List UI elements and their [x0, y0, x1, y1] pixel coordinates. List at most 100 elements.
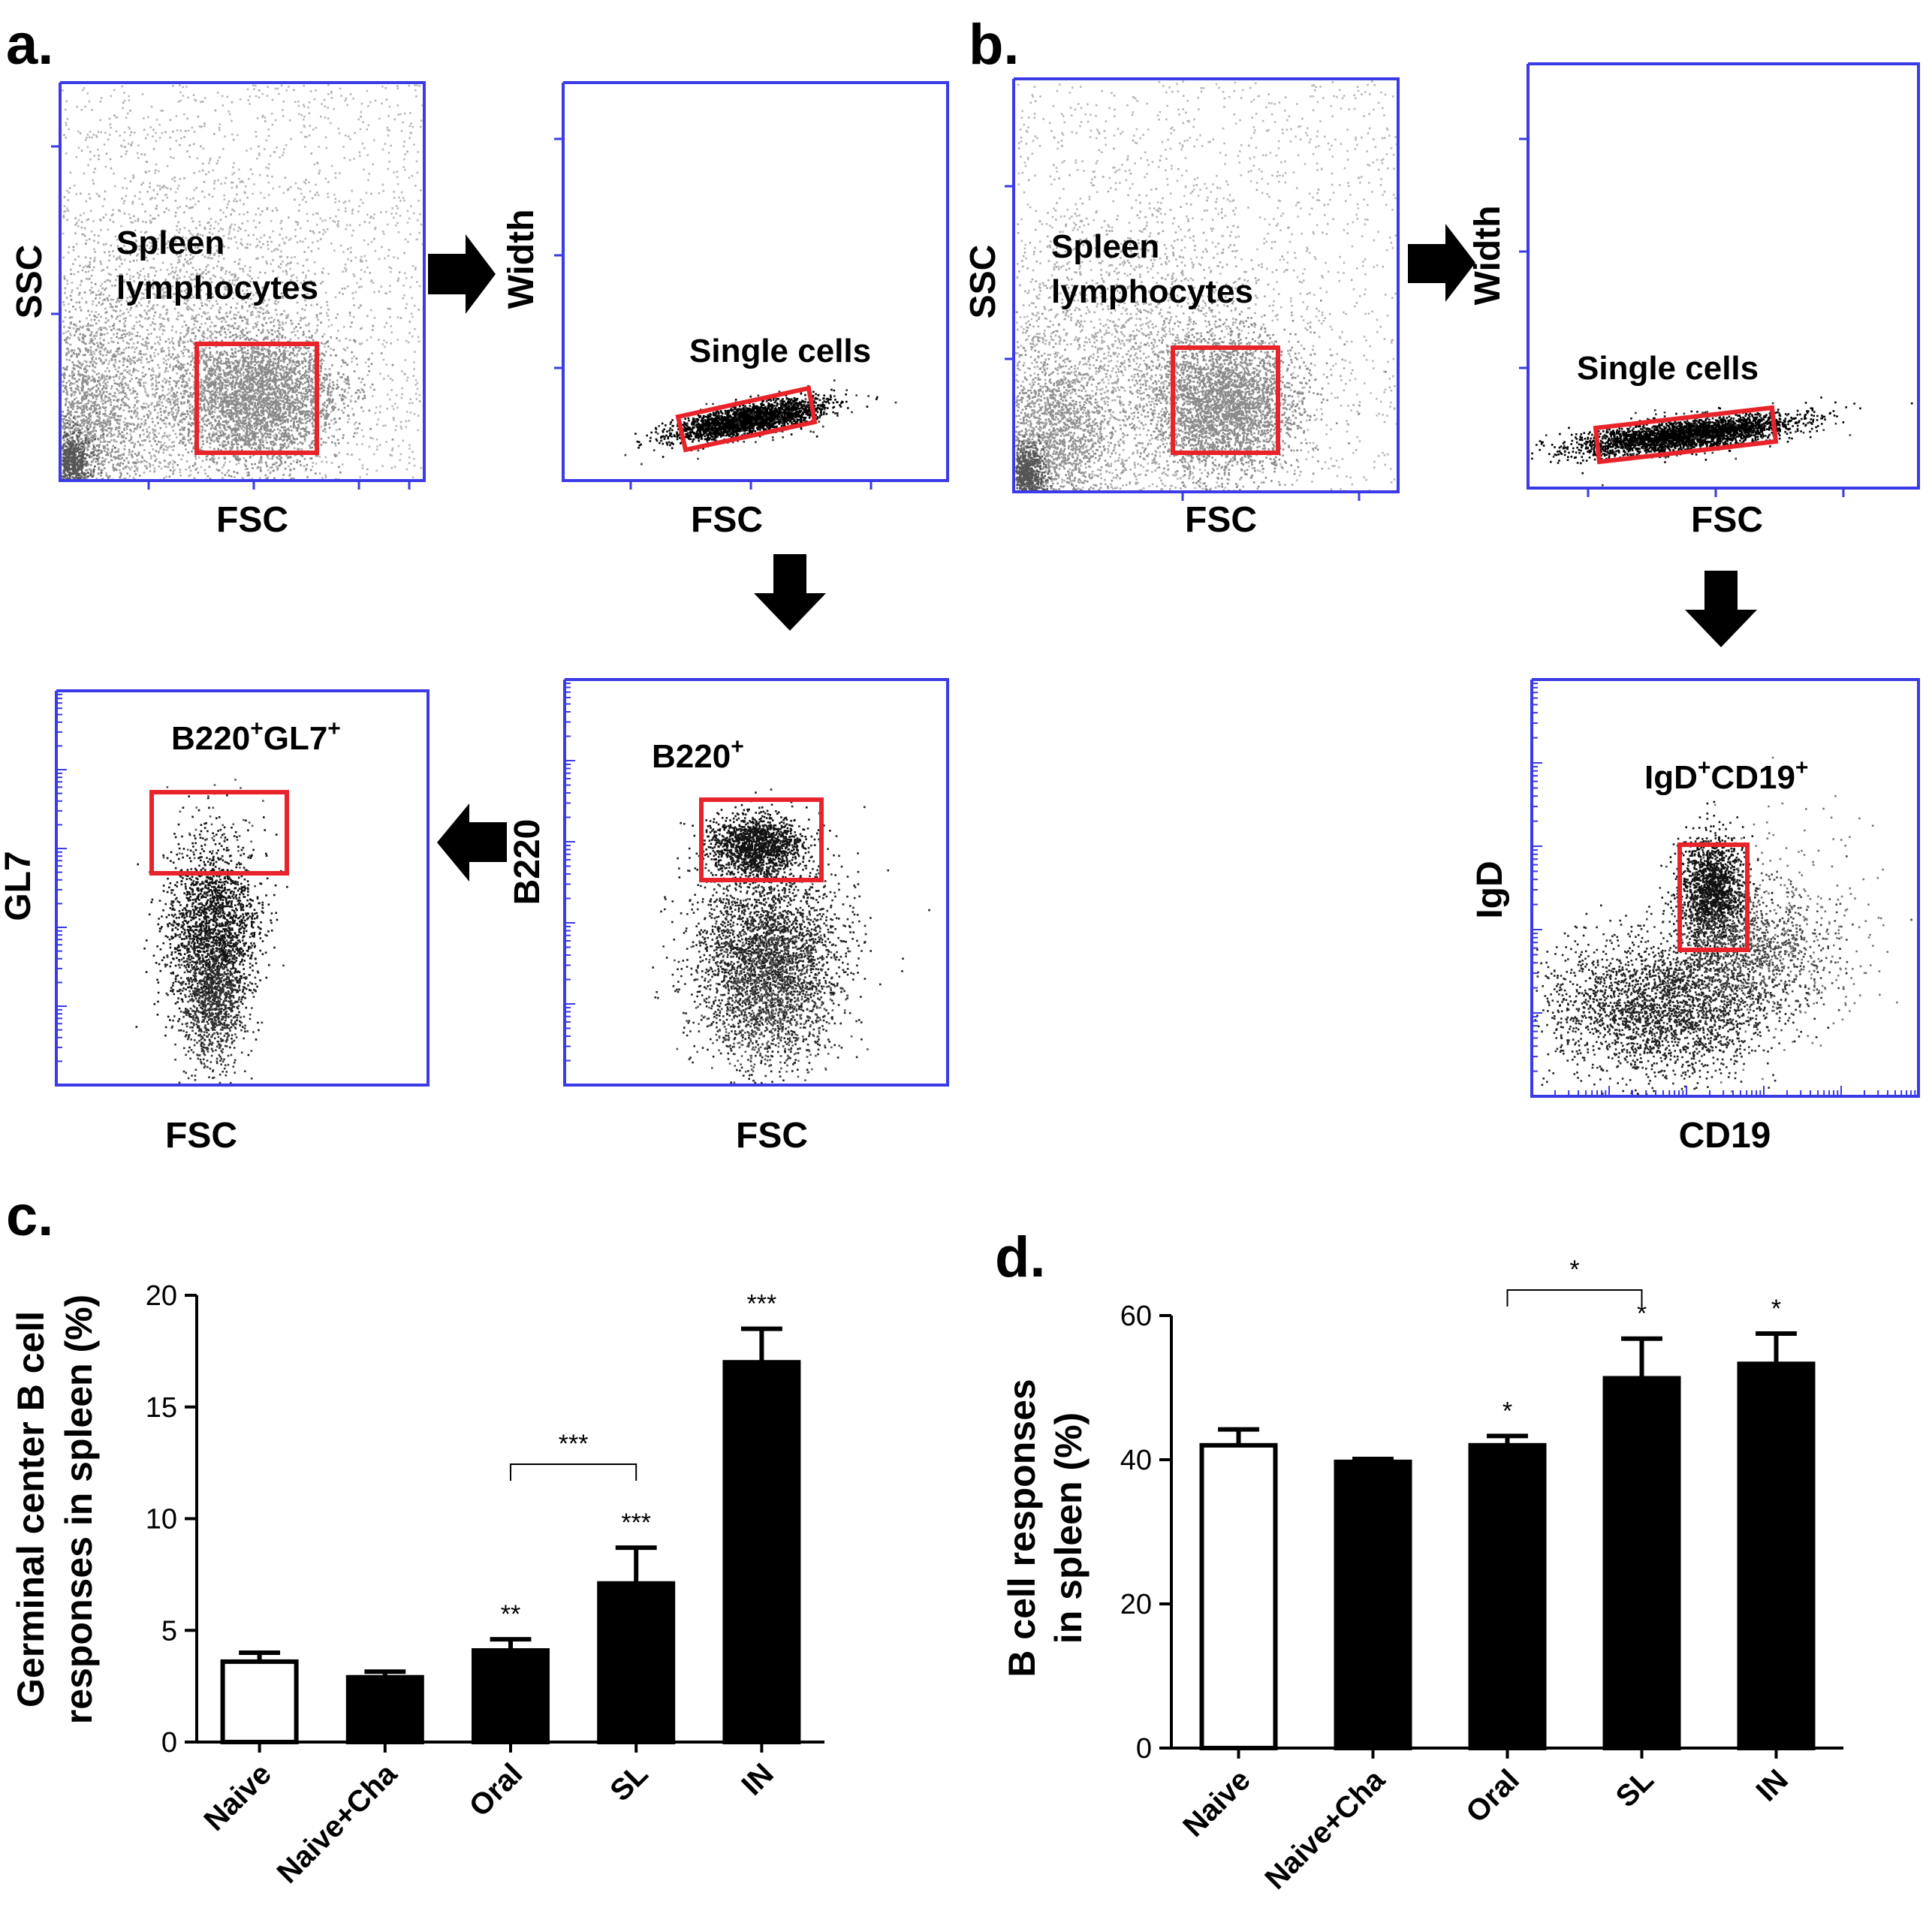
- bar: [722, 1360, 801, 1744]
- flow-plot-b3: IgD+CD19+ CD19 IgD: [1470, 678, 1920, 1156]
- flow-arrow-down: [754, 554, 826, 631]
- flow-arrow-right: [428, 234, 496, 314]
- gate-box: [675, 385, 818, 453]
- y-axis-label: GL7: [0, 851, 38, 921]
- flow-plot-a3: B220+ FSC B220: [508, 678, 949, 1156]
- category-label: Naive: [1177, 1763, 1257, 1843]
- category-label: Naive: [197, 1757, 278, 1837]
- scatter-dots: [135, 779, 288, 1084]
- gate-label: lymphocytes: [116, 270, 318, 306]
- panel-label-d: d.: [995, 1225, 1046, 1289]
- scatter-points: [116, 292, 394, 481]
- category-label: Oral: [1460, 1763, 1526, 1829]
- scatter-dots: [1015, 80, 1399, 493]
- x-axis-label: FSC: [216, 500, 288, 540]
- y-axis-label: IgD: [1470, 861, 1510, 918]
- gate-label: Single cells: [689, 333, 871, 369]
- y-tick-label: 0: [161, 1727, 177, 1759]
- plot-frame: [55, 689, 430, 1087]
- significance-mark: ***: [621, 1509, 651, 1537]
- gate-label: B220+GL7+: [171, 716, 341, 757]
- gate-box: [149, 790, 289, 876]
- scatter-points: [1660, 800, 1774, 979]
- category-label: Oral: [463, 1757, 529, 1823]
- y-tick-label: 0: [1136, 1733, 1152, 1765]
- panel-label-b: b.: [969, 13, 1020, 77]
- significance-mark: **: [501, 1600, 520, 1629]
- bar-chart-d: Naive Naive+Cha * Oral * SL * IN * 0 20 40 60 B cell …: [1001, 1255, 1843, 1896]
- panel-label-c: c.: [6, 1184, 53, 1248]
- category-label: IN: [1750, 1763, 1794, 1807]
- y-axis-label: B cell responses: [1001, 1379, 1043, 1677]
- gate-box: [1171, 345, 1280, 455]
- scatter-dots: [652, 788, 930, 1086]
- plot-frame: [1527, 62, 1920, 490]
- category-label: SL: [1610, 1763, 1660, 1813]
- y-tick-label: 60: [1120, 1301, 1152, 1332]
- category-label: SL: [604, 1757, 654, 1807]
- y-tick-label: 40: [1120, 1445, 1152, 1476]
- bar: [1199, 1442, 1278, 1751]
- bar: [1334, 1459, 1412, 1750]
- gate-label: B220+: [652, 734, 744, 775]
- gate-box: [699, 797, 824, 882]
- y-axis-label: SSC: [963, 245, 1003, 319]
- flow-arrow-left: [437, 803, 507, 882]
- scatter-points: [1106, 287, 1387, 493]
- x-axis-label: FSC: [165, 1116, 237, 1156]
- category-label: Naive+Cha: [271, 1757, 404, 1890]
- y-axis-label: responses in spleen (%): [58, 1295, 100, 1724]
- bar: [1737, 1361, 1816, 1750]
- scatter-points: [1015, 435, 1052, 493]
- scatter-points: [1644, 855, 1912, 1032]
- gate-box: [1677, 842, 1750, 952]
- category-label: Naive+Cha: [1258, 1763, 1391, 1896]
- gate-label: lymphocytes: [1051, 273, 1253, 310]
- bar: [472, 1648, 550, 1744]
- scatter-points: [62, 243, 192, 481]
- y-axis-label: SSC: [10, 245, 50, 319]
- significance-mark: *: [1502, 1397, 1512, 1425]
- significance-bracket: [510, 1463, 637, 1481]
- bracket-label: *: [1569, 1255, 1579, 1284]
- gate-label: Single cells: [1577, 350, 1759, 387]
- x-axis-label: FSC: [1691, 500, 1763, 540]
- y-tick-label: 5: [161, 1615, 177, 1647]
- scatter-points: [634, 388, 879, 458]
- y-axis-label: B220: [508, 819, 547, 906]
- significance-mark: *: [1637, 1300, 1647, 1328]
- scatter-points: [135, 792, 288, 1056]
- significance-bracket: [1506, 1289, 1643, 1307]
- x-axis-label: FSC: [736, 1116, 808, 1156]
- flow-plot-b1: Spleen lymphocytes FSC SSC: [963, 77, 1400, 540]
- scatter-points: [162, 779, 264, 873]
- plot-frame: [59, 81, 426, 482]
- bar: [345, 1674, 424, 1745]
- scatter-dots: [624, 379, 897, 466]
- flow-plot-a2: Single cells FSC Width: [502, 81, 949, 540]
- scatter-points: [1531, 396, 1913, 475]
- gate-label: Spleen: [116, 225, 225, 261]
- scatter-points: [1534, 900, 1848, 1096]
- scatter-points: [1015, 306, 1149, 493]
- bar: [1468, 1442, 1547, 1751]
- bar: [1602, 1376, 1681, 1751]
- plot-frame: [562, 81, 949, 482]
- bracket-label: ***: [559, 1430, 589, 1458]
- gate-box: [194, 342, 319, 455]
- flow-arrow-down: [1685, 571, 1757, 647]
- y-axis-label: Width: [502, 209, 541, 309]
- significance-mark: ***: [747, 1290, 777, 1319]
- y-tick-label: 20: [1120, 1589, 1152, 1620]
- gate-label: IgD+CD19+: [1644, 755, 1808, 796]
- scatter-points: [62, 411, 116, 481]
- x-axis-label: CD19: [1679, 1116, 1771, 1156]
- scatter-points: [1015, 96, 1358, 493]
- flow-plot-b2: Single cells FSC Width: [1468, 62, 1920, 540]
- scatter-dots: [1531, 396, 1913, 487]
- y-tick-label: 20: [146, 1280, 177, 1312]
- significance-mark: *: [1771, 1295, 1781, 1323]
- y-tick-label: 15: [146, 1392, 177, 1424]
